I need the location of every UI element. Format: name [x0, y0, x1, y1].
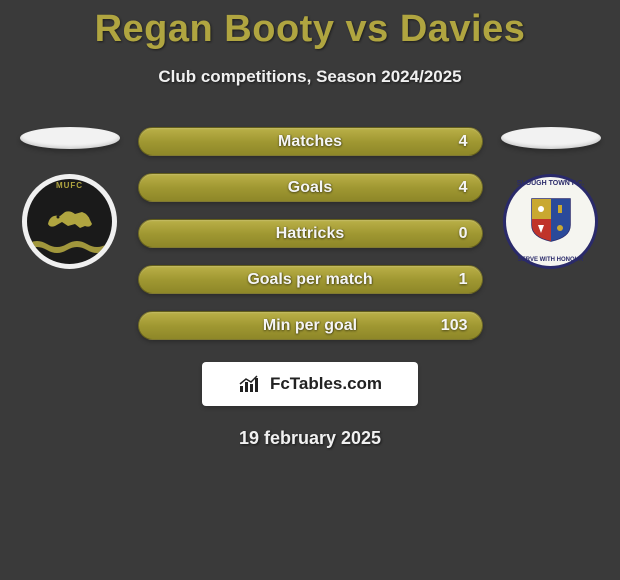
attribution-text: FcTables.com [270, 374, 382, 394]
chart-icon [238, 374, 264, 394]
stat-row-goals: Goals 4 [138, 173, 483, 202]
left-club-badge: MUFC [22, 174, 117, 269]
date-text: 19 february 2025 [0, 428, 620, 449]
stat-value-right: 4 [459, 133, 468, 151]
page-subtitle: Club competitions, Season 2024/2025 [0, 67, 620, 87]
stat-value-right: 1 [459, 271, 468, 289]
stat-value-right: 0 [459, 225, 468, 243]
waves-icon [27, 238, 112, 256]
stat-label: Min per goal [263, 317, 357, 335]
stat-label: Matches [278, 133, 342, 151]
stat-value-right: 103 [441, 317, 468, 335]
lion-icon [40, 204, 100, 234]
stat-row-mpg: Min per goal 103 [138, 311, 483, 340]
right-side: SLOUGH TOWN F.C. SERVE WITH HONOUR [501, 127, 601, 269]
stat-row-matches: Matches 4 [138, 127, 483, 156]
attribution-box: FcTables.com [202, 362, 418, 406]
stat-label: Hattricks [276, 225, 344, 243]
stat-value-right: 4 [459, 179, 468, 197]
stat-row-hattricks: Hattricks 0 [138, 219, 483, 248]
right-badge-top-text: SLOUGH TOWN F.C. [506, 180, 595, 187]
stat-label: Goals per match [247, 271, 372, 289]
left-side: MUFC [20, 127, 120, 269]
left-ellipse-shadow [20, 127, 120, 149]
right-badge-bottom-text: SERVE WITH HONOUR [506, 257, 595, 263]
shield-icon [530, 195, 572, 243]
right-badge-inner: SLOUGH TOWN F.C. SERVE WITH HONOUR [506, 177, 595, 266]
left-badge-abbr: MUFC [27, 181, 112, 190]
main-content: MUFC Matches 4 Goals 4 Hattricks 0 [0, 127, 620, 340]
stat-row-gpm: Goals per match 1 [138, 265, 483, 294]
stats-column: Matches 4 Goals 4 Hattricks 0 Goals per … [138, 127, 483, 340]
right-club-badge: SLOUGH TOWN F.C. SERVE WITH HONOUR [503, 174, 598, 269]
left-badge-inner: MUFC [27, 179, 112, 264]
stat-label: Goals [288, 179, 332, 197]
right-ellipse-shadow [501, 127, 601, 149]
page-title: Regan Booty vs Davies [0, 0, 620, 51]
